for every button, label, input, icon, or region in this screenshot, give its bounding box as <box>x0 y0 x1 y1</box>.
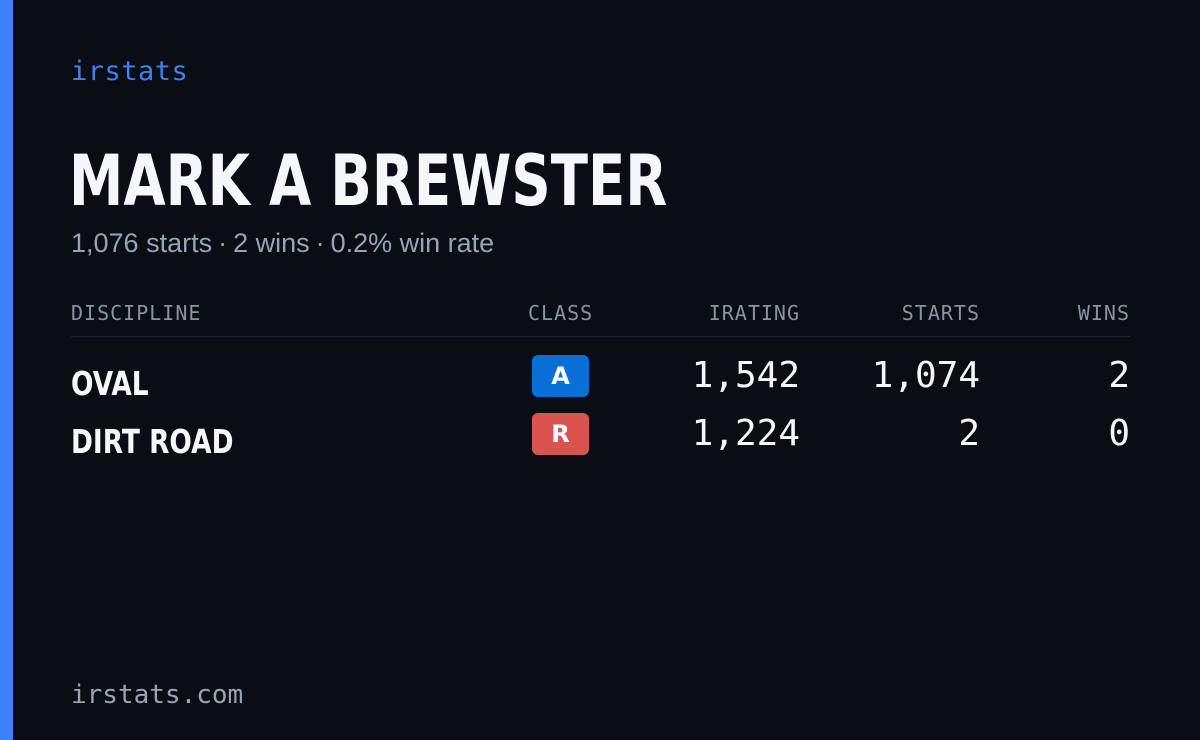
footer-url: irstats.com <box>71 680 244 710</box>
table-row: OVAL A 1,542 1,074 2 <box>71 352 1130 410</box>
table-row: DIRT ROAD R 1,224 2 0 <box>71 410 1130 468</box>
header-starts: STARTS <box>901 301 980 325</box>
discipline-table: DISCIPLINE CLASS IRATING STARTS WINS OVA… <box>71 300 1130 468</box>
separator-dot: · <box>315 228 325 258</box>
brand-logo-text: irstats <box>71 56 189 87</box>
driver-name: MARK A BREWSTER <box>69 140 668 222</box>
wins-value: 2 <box>1108 355 1130 396</box>
discipline-name: DIRT ROAD <box>71 422 234 461</box>
separator-dot: · <box>218 228 228 258</box>
accent-bar <box>0 0 13 740</box>
table-header: DISCIPLINE CLASS IRATING STARTS WINS <box>71 300 1130 337</box>
wins-value: 0 <box>1108 413 1130 454</box>
starts-summary: 1,076 starts <box>71 228 213 258</box>
starts-value: 1,074 <box>871 355 980 396</box>
header-discipline: DISCIPLINE <box>71 301 202 325</box>
starts-value: 2 <box>958 413 980 454</box>
win-rate-summary: 0.2% win rate <box>330 228 495 258</box>
irating-value: 1,542 <box>691 355 800 396</box>
header-class: CLASS <box>528 301 594 325</box>
discipline-name: OVAL <box>71 364 149 403</box>
irating-value: 1,224 <box>691 413 800 454</box>
driver-summary: 1,076 starts · 2 wins · 0.2% win rate <box>71 228 494 259</box>
wins-summary: 2 wins <box>233 228 310 258</box>
header-irating: IRATING <box>708 301 800 325</box>
header-wins: WINS <box>1077 301 1130 325</box>
class-badge: R <box>532 413 589 455</box>
class-badge: A <box>532 355 589 397</box>
